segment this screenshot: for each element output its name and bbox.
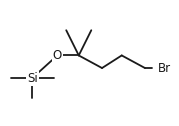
Text: O: O [53, 49, 62, 62]
Text: Br: Br [158, 61, 171, 75]
Text: Si: Si [27, 72, 38, 85]
